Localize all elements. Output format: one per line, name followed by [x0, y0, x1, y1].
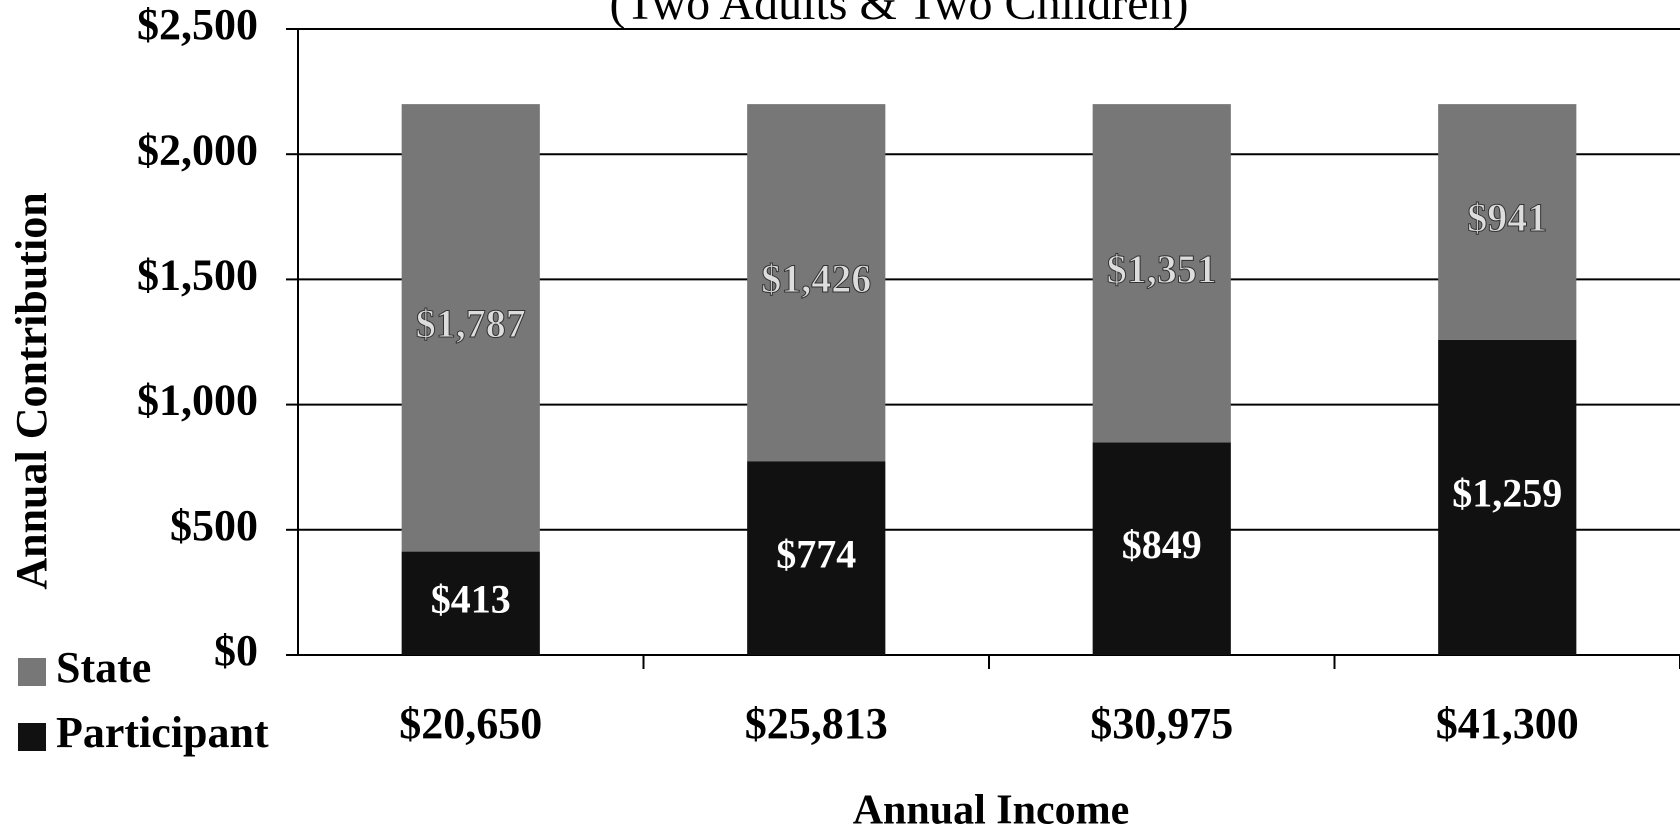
x-axis-label: Annual Income [853, 788, 1130, 834]
y-tick-label: $2,500 [137, 0, 258, 49]
x-tick-label: $30,975 [1090, 699, 1233, 748]
y-axis-label: Annual Contribution [7, 192, 56, 589]
y-tick-label: $1,500 [137, 250, 258, 299]
x-tick-label: $41,300 [1436, 699, 1579, 748]
y-tick-label: $1,000 [137, 376, 258, 425]
y-tick-label: $2,000 [137, 125, 258, 174]
bar-segment [401, 104, 540, 552]
bar-segment [1092, 442, 1231, 655]
bar-segment [1092, 104, 1231, 443]
value-label: $941 [1467, 195, 1547, 240]
y-tick-label: $0 [214, 626, 258, 675]
value-label: $1,426 [761, 256, 871, 301]
value-label: $774 [776, 531, 856, 576]
bar-segment [747, 461, 886, 655]
legend-swatch [18, 658, 46, 686]
value-label: $1,259 [1452, 471, 1562, 516]
value-label: $1,787 [416, 301, 526, 346]
value-label: $1,351 [1107, 246, 1217, 291]
legend-label: Participant [56, 708, 269, 757]
value-label: $413 [431, 576, 511, 621]
chart-subtitle: (Two Adults & Two Children) [609, 0, 1188, 30]
bar-segment [401, 551, 540, 655]
value-label: $849 [1122, 522, 1202, 567]
legend-swatch [18, 723, 46, 751]
bar-segment [1438, 339, 1577, 655]
x-tick-label: $20,650 [399, 699, 542, 748]
y-tick-label: $500 [170, 501, 258, 550]
x-tick-label: $25,813 [745, 699, 888, 748]
bar-segment [1438, 104, 1577, 340]
bar-segment [747, 104, 886, 462]
legend-label: State [56, 643, 151, 692]
